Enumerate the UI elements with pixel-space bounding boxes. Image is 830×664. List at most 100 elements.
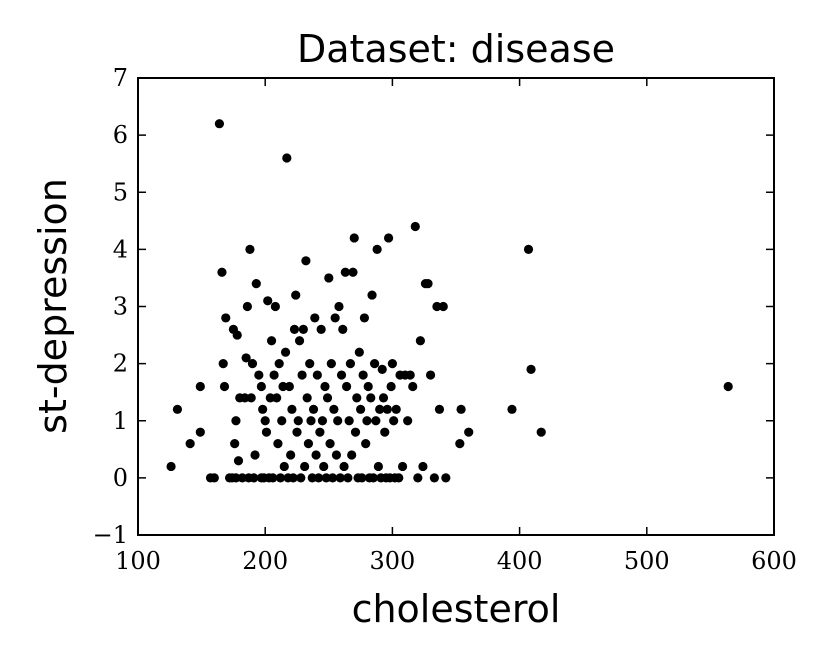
data-point	[387, 359, 397, 369]
data-point	[373, 461, 384, 472]
data-point	[368, 473, 378, 483]
chart-title: Dataset: disease	[297, 27, 615, 71]
data-point	[231, 473, 241, 483]
data-point	[339, 461, 349, 472]
data-point	[246, 393, 256, 403]
data-point	[231, 416, 241, 426]
data-point	[280, 347, 291, 357]
plot-frame	[137, 77, 775, 536]
data-point	[415, 336, 425, 346]
y-tick-label: 5	[113, 178, 128, 206]
data-point	[296, 473, 306, 483]
data-point	[317, 416, 328, 426]
data-point	[405, 370, 415, 380]
data-point	[232, 330, 242, 340]
data-point	[324, 273, 334, 283]
y-tick-label: 3	[113, 293, 128, 321]
data-point	[247, 359, 258, 369]
data-point	[357, 473, 367, 483]
data-point	[408, 381, 418, 392]
data-point	[397, 461, 408, 472]
data-point	[321, 473, 331, 483]
data-point	[273, 439, 283, 449]
data-point	[241, 353, 251, 363]
data-point	[195, 381, 205, 392]
data-point	[322, 393, 333, 403]
data-point	[286, 450, 296, 460]
data-point	[413, 473, 423, 483]
data-point	[275, 473, 286, 483]
data-point	[272, 393, 282, 403]
data-point	[434, 404, 445, 414]
data-point	[303, 439, 314, 449]
data-point	[287, 404, 297, 414]
y-tick-label: 7	[113, 64, 128, 92]
data-point	[311, 450, 321, 460]
y-tick-label: 6	[113, 121, 128, 149]
data-point	[441, 473, 451, 483]
data-point	[455, 439, 465, 449]
data-point	[354, 347, 364, 357]
data-point	[219, 381, 230, 392]
data-point	[394, 473, 404, 483]
data-point	[356, 404, 366, 414]
data-point	[507, 404, 517, 414]
data-point	[250, 450, 260, 460]
data-point	[268, 473, 278, 483]
data-point	[310, 313, 320, 323]
data-point	[316, 324, 326, 334]
data-point	[418, 461, 428, 472]
data-point	[383, 233, 394, 243]
data-point	[320, 381, 330, 392]
data-point	[251, 279, 261, 289]
data-point	[352, 393, 362, 403]
data-point	[288, 473, 298, 483]
data-point	[245, 244, 255, 254]
data-point	[263, 296, 273, 306]
data-point	[348, 267, 358, 277]
data-point	[291, 290, 301, 300]
data-point	[342, 381, 352, 392]
x-tick-label: 500	[624, 547, 670, 575]
data-point	[300, 461, 310, 472]
data-point	[218, 359, 228, 369]
data-point	[526, 364, 536, 374]
data-point	[261, 427, 272, 437]
data-point	[375, 404, 385, 414]
data-point	[350, 427, 361, 437]
data-point	[315, 427, 325, 437]
x-tick-label: 400	[497, 547, 543, 575]
data-point	[185, 439, 195, 449]
data-point	[366, 393, 376, 403]
data-point	[423, 279, 433, 289]
data-point	[382, 404, 392, 414]
data-point	[274, 359, 284, 369]
data-point	[258, 404, 268, 414]
data-point	[464, 427, 474, 437]
data-point	[240, 393, 250, 403]
data-point	[282, 153, 292, 163]
data-point	[331, 450, 342, 460]
data-point	[254, 370, 264, 380]
data-point	[297, 370, 307, 380]
data-point	[277, 416, 287, 426]
data-point	[432, 301, 442, 312]
data-point	[329, 404, 339, 414]
x-tick-label: 100	[115, 547, 161, 575]
data-point	[362, 416, 372, 426]
data-point	[249, 473, 259, 483]
x-axis-label: cholesterol	[352, 587, 561, 631]
data-point	[386, 381, 396, 392]
data-point	[456, 404, 466, 414]
data-point	[410, 221, 420, 232]
data-point	[336, 370, 347, 380]
data-point	[333, 416, 343, 426]
data-point	[209, 473, 219, 483]
data-point	[367, 290, 377, 300]
data-point	[338, 324, 348, 334]
data-point	[345, 359, 356, 369]
data-point	[221, 313, 231, 323]
data-point	[284, 381, 294, 392]
data-point	[403, 416, 413, 426]
y-tick-label: 2	[113, 350, 128, 378]
